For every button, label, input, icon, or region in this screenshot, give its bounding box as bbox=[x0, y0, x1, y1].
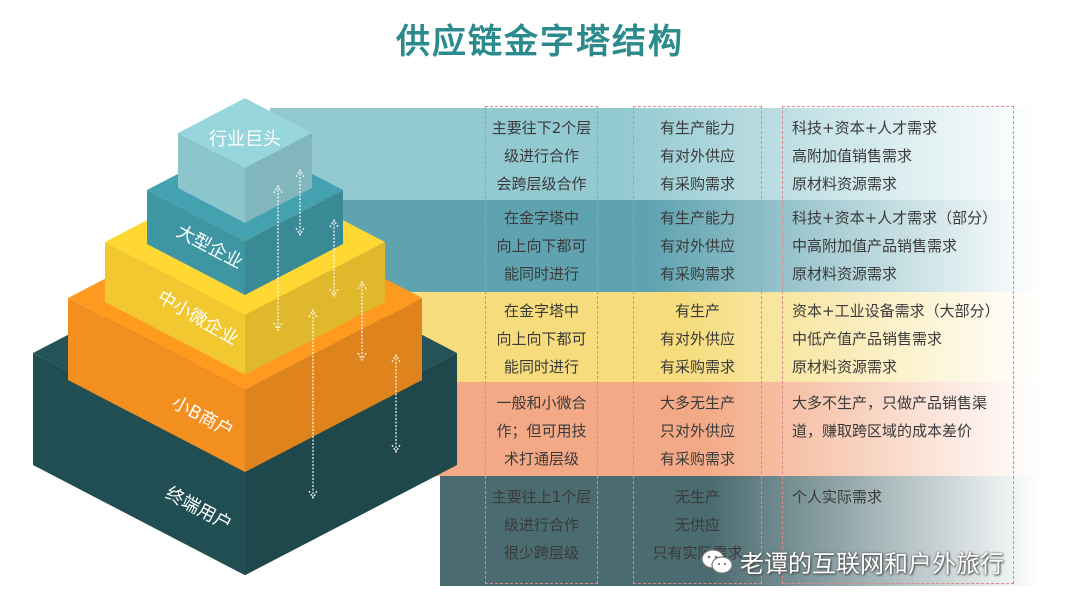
layer-right-face bbox=[245, 298, 422, 473]
capability-column bbox=[633, 106, 762, 584]
needs-cell: 大多不生产，只做产品销售渠 道，赚取跨区域的成本差价 bbox=[792, 389, 1022, 445]
collaboration-line: 向上向下都可 bbox=[496, 330, 587, 348]
needs-line: 原材料资源需求 bbox=[792, 358, 898, 376]
capability-line: 有采购需求 bbox=[659, 450, 735, 468]
double-arrow-icon bbox=[295, 168, 305, 237]
collaboration-line: 作；但可用技 bbox=[496, 422, 587, 440]
needs-column bbox=[782, 106, 1014, 584]
collaboration-cell: 主要往下2个层 级进行合作会跨层级合作 bbox=[485, 114, 598, 198]
needs-cell: 科技+资本+人才需求 高附加值销售需求 原材料资源需求 bbox=[792, 114, 1022, 198]
collaboration-cell: 一般和小微合 作；但可用技 术打通层级 bbox=[485, 389, 598, 473]
capability-line: 有采购需求 bbox=[659, 175, 735, 193]
needs-line: 科技+资本+人才需求 bbox=[792, 119, 938, 137]
needs-line: 资本+工业设备需求（大部分） bbox=[792, 302, 1000, 320]
collaboration-line: 向上向下都可 bbox=[496, 237, 587, 255]
collaboration-line: 能同时进行 bbox=[503, 358, 579, 376]
collaboration-line: 很少跨层级 bbox=[503, 544, 579, 562]
needs-line: 原材料资源需求 bbox=[792, 175, 898, 193]
collaboration-line: 能同时进行 bbox=[503, 265, 579, 283]
needs-line: 道，赚取跨区域的成本差价 bbox=[792, 422, 973, 440]
capability-line: 无供应 bbox=[674, 516, 720, 534]
layer-right-face bbox=[245, 190, 343, 295]
layer-left-face bbox=[147, 190, 245, 295]
collaboration-cell: 在金字塔中向上向下都可 能同时进行 bbox=[485, 204, 598, 288]
layer-band bbox=[440, 476, 1040, 586]
collaboration-cell: 在金字塔中向上向下都可 能同时进行 bbox=[485, 297, 598, 381]
needs-line: 原材料资源需求 bbox=[792, 265, 898, 283]
layer-band bbox=[330, 200, 1040, 292]
double-arrow-icon bbox=[273, 184, 283, 332]
collaboration-line: 主要往下2个层 bbox=[491, 119, 592, 137]
collaboration-line: 在金字塔中 bbox=[503, 302, 579, 320]
collaboration-cell: 主要往上1个层 级进行合作很少跨层级 bbox=[485, 483, 598, 567]
double-arrow-icon bbox=[357, 280, 367, 362]
collaboration-line: 级进行合作 bbox=[503, 516, 579, 534]
collaboration-column bbox=[485, 106, 598, 584]
capability-line: 有采购需求 bbox=[659, 358, 735, 376]
capability-cell: 有生产有对外供应有采购需求 bbox=[633, 297, 762, 381]
capability-line: 有对外供应 bbox=[659, 147, 735, 165]
double-arrow-icon bbox=[391, 353, 401, 454]
capability-line: 无生产 bbox=[674, 488, 720, 506]
capability-cell: 大多无生产只对外供应有采购需求 bbox=[633, 389, 762, 473]
collaboration-line: 在金字塔中 bbox=[503, 209, 579, 227]
capability-line: 有生产能力 bbox=[659, 119, 735, 137]
layer-top-face bbox=[178, 98, 312, 168]
needs-line: 中高附加值产品销售需求 bbox=[792, 237, 958, 255]
collaboration-line: 一般和小微合 bbox=[496, 394, 587, 412]
needs-line: 科技+资本+人才需求（部分） bbox=[792, 209, 998, 227]
collaboration-line: 级进行合作 bbox=[503, 147, 579, 165]
needs-line: 中低产值产品销售需求 bbox=[792, 330, 943, 348]
capability-line: 只对外供应 bbox=[659, 422, 735, 440]
capability-line: 有对外供应 bbox=[659, 237, 735, 255]
wechat-icon bbox=[701, 548, 733, 574]
double-arrow-icon bbox=[308, 308, 318, 500]
collaboration-line: 会跨层级合作 bbox=[496, 175, 587, 193]
needs-line: 高附加值销售需求 bbox=[792, 147, 913, 165]
capability-cell: 有生产能力有对外供应有采购需求 bbox=[633, 204, 762, 288]
layer-right-face bbox=[245, 133, 312, 223]
needs-line: 个人实际需求 bbox=[792, 488, 883, 506]
layer-left-face bbox=[105, 242, 245, 375]
needs-cell: 个人实际需求 bbox=[792, 483, 1022, 511]
capability-cell: 有生产能力有对外供应有采购需求 bbox=[633, 114, 762, 198]
capability-line: 有生产能力 bbox=[659, 209, 735, 227]
layer-left-face bbox=[33, 353, 245, 576]
watermark: 老谭的互联网和户外旅行 bbox=[700, 544, 1004, 579]
capability-line: 有生产 bbox=[674, 302, 720, 320]
layer-left-face bbox=[178, 133, 245, 223]
capability-line: 大多无生产 bbox=[659, 394, 735, 412]
layer-left-face bbox=[68, 298, 245, 473]
layer-label: 行业巨头 bbox=[209, 129, 281, 150]
double-arrow-icon bbox=[329, 218, 339, 298]
capability-line: 有对外供应 bbox=[659, 330, 735, 348]
layer-band bbox=[380, 292, 1040, 382]
layer-band bbox=[420, 382, 1040, 476]
collaboration-line: 术打通层级 bbox=[503, 450, 579, 468]
layer-band bbox=[270, 108, 1040, 200]
layer-right-face bbox=[245, 242, 385, 375]
needs-line: 大多不生产，只做产品销售渠 bbox=[792, 394, 988, 412]
diagram-title: 供应链金字塔结构 bbox=[396, 22, 684, 62]
needs-cell: 科技+资本+人才需求（部分） 中高附加值产品销售需求 原材料资源需求 bbox=[792, 204, 1022, 288]
watermark-text: 老谭的互联网和户外旅行 bbox=[740, 550, 1004, 578]
capability-line: 有采购需求 bbox=[659, 265, 735, 283]
layer-right-face bbox=[245, 353, 457, 576]
collaboration-line: 主要往上1个层 bbox=[491, 488, 592, 506]
needs-cell: 资本+工业设备需求（大部分） 中低产值产品销售需求 原材料资源需求 bbox=[792, 297, 1022, 381]
